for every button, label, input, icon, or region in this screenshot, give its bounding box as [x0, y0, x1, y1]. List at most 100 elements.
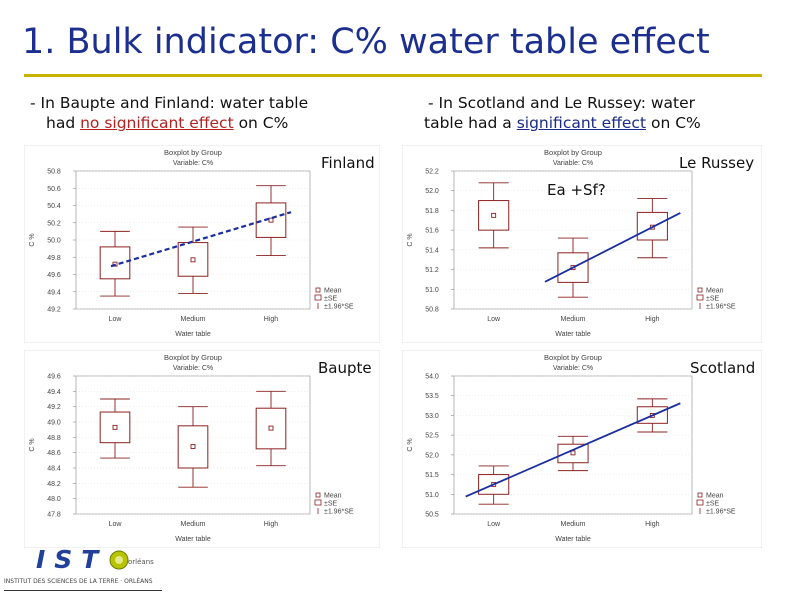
y-axis-label: C % — [407, 233, 414, 246]
title-underline — [24, 74, 762, 77]
chart-finland: Boxplot by Group Variable: C% 50.8 50.6 50.4… — [24, 145, 380, 343]
y-tick-label: 53.5 — [425, 393, 439, 400]
y-tick-label: 49.0 — [47, 420, 61, 427]
y-tick-label: 48.2 — [47, 481, 61, 488]
chart-subtitle: Variable: C% — [173, 160, 213, 167]
right-note-line2: table had a significant effect on C% — [424, 113, 701, 133]
legend-se-icon — [314, 294, 322, 301]
logo-rule — [4, 590, 162, 591]
left-note: - In Baupte and Finland: water table had… — [30, 93, 308, 133]
mean-marker — [491, 212, 497, 218]
legend-se-icon — [314, 499, 322, 506]
legend-se: ±SE — [324, 296, 338, 303]
mean-marker — [268, 217, 274, 223]
x-tick-label: Medium — [561, 521, 586, 528]
chart-frame — [402, 145, 762, 343]
y-tick-label: 51.4 — [425, 247, 439, 254]
y-tick-label: 49.4 — [47, 289, 61, 296]
trend-line — [465, 402, 681, 498]
legend-mean-icon — [315, 287, 321, 293]
y-tick-label: 52.0 — [425, 188, 439, 195]
y-tick-label: 52.2 — [425, 169, 439, 176]
left-note-line2: had no significant effect on C% — [30, 113, 308, 133]
y-tick-label: 49.6 — [47, 272, 61, 279]
x-tick-label: High — [264, 521, 279, 528]
legend-ci: ±1.96*SE — [324, 509, 354, 516]
y-tick-label: 52.5 — [425, 433, 439, 440]
mean-marker — [190, 257, 196, 263]
legend-se-icon — [696, 499, 704, 506]
annotation-ea-sf: Ea +Sf? — [547, 181, 606, 199]
left-note-post: on C% — [233, 114, 289, 132]
chart-subtitle: Variable: C% — [173, 365, 213, 372]
y-tick-label: 49.2 — [47, 404, 61, 411]
y-tick-label: 50.8 — [425, 307, 439, 314]
chart-panel-le-russey: Boxplot by Group Variable: C% 52.2 52.0 51.8… — [402, 145, 762, 343]
y-tick-label: 48.6 — [47, 450, 61, 457]
x-tick-label: Low — [487, 316, 501, 323]
legend-se: ±SE — [324, 501, 338, 508]
legend-ci: ±1.96*SE — [706, 304, 736, 311]
chart-baupte: Boxplot by Group Variable: C% 49.6 49.4 49.2… — [24, 350, 380, 548]
x-tick-label: Low — [109, 316, 123, 323]
left-note-pre: had — [46, 114, 81, 132]
y-tick-label: 49.2 — [47, 307, 61, 314]
chart-title: Boxplot by Group — [544, 353, 602, 362]
legend-ci: ±1.96*SE — [706, 509, 736, 516]
legend-mean: Mean — [706, 288, 724, 295]
y-axis-label: C % — [29, 438, 36, 451]
left-note-emphasis: no significant effect — [80, 114, 234, 132]
y-tick-label: 52.0 — [425, 452, 439, 459]
legend-mean: Mean — [324, 288, 342, 295]
mean-marker — [268, 425, 274, 431]
logo-emblem-icon — [109, 550, 129, 570]
right-note: - In Scotland and Le Russey: water table… — [424, 93, 701, 133]
chart-panel-finland: Boxplot by Group Variable: C% 50.8 50.6 50.4… — [24, 145, 380, 343]
site-label-finland: Finland — [321, 154, 375, 172]
logo-city: orléans — [128, 558, 154, 566]
y-tick-label: 54.0 — [425, 374, 439, 381]
x-tick-label: Medium — [181, 521, 206, 528]
right-note-pre: table had a — [424, 114, 517, 132]
mean-marker — [190, 444, 196, 449]
legend-mean-icon — [697, 287, 703, 293]
y-tick-label: 50.0 — [47, 238, 61, 245]
slide-title: 1. Bulk indicator: C% water table effect — [22, 22, 710, 62]
y-tick-label: 50.4 — [47, 203, 61, 210]
chart-scotland: Boxplot by Group Variable: C% 54.0 53.5 53.0… — [402, 350, 762, 548]
y-tick-label: 50.5 — [425, 512, 439, 519]
y-tick-label: 50.2 — [47, 220, 61, 227]
x-tick-label: Medium — [561, 316, 586, 323]
se-box — [177, 425, 209, 469]
x-axis-label: Water table — [555, 536, 591, 543]
y-tick-label: 48.4 — [47, 466, 61, 473]
legend-mean: Mean — [324, 493, 342, 500]
right-note-line1: - In Scotland and Le Russey: water — [428, 94, 696, 112]
legend-se: ±SE — [706, 296, 720, 303]
y-tick-label: 53.0 — [425, 413, 439, 420]
x-tick-label: High — [645, 316, 660, 323]
y-tick-label: 49.4 — [47, 389, 61, 396]
plot-area — [453, 170, 693, 310]
legend-se: ±SE — [706, 501, 720, 508]
left-note-line1: - In Baupte and Finland: water table — [30, 94, 309, 112]
y-tick-label: 50.8 — [47, 169, 61, 176]
logo-institute-text: INSTITUT DES SCIENCES DE LA TERRE · ORLÉ… — [4, 578, 153, 585]
legend-mean: Mean — [706, 493, 724, 500]
y-tick-label: 51.5 — [425, 472, 439, 479]
y-tick-label: 51.8 — [425, 208, 439, 215]
plot-area — [453, 375, 693, 515]
x-tick-label: Low — [487, 521, 501, 528]
site-label-baupte: Baupte — [318, 359, 372, 377]
trend-line — [110, 211, 292, 268]
x-tick-label: Low — [109, 521, 123, 528]
chart-title: Boxplot by Group — [164, 353, 222, 362]
legend-mean-icon — [697, 492, 703, 498]
y-tick-label: 49.6 — [47, 374, 61, 381]
chart-title: Boxplot by Group — [164, 148, 222, 157]
x-tick-label: Medium — [181, 316, 206, 323]
y-tick-label: 51.6 — [425, 228, 439, 235]
right-note-post: on C% — [646, 114, 701, 132]
y-tick-label: 48.8 — [47, 435, 61, 442]
y-axis-label: C % — [407, 438, 414, 451]
